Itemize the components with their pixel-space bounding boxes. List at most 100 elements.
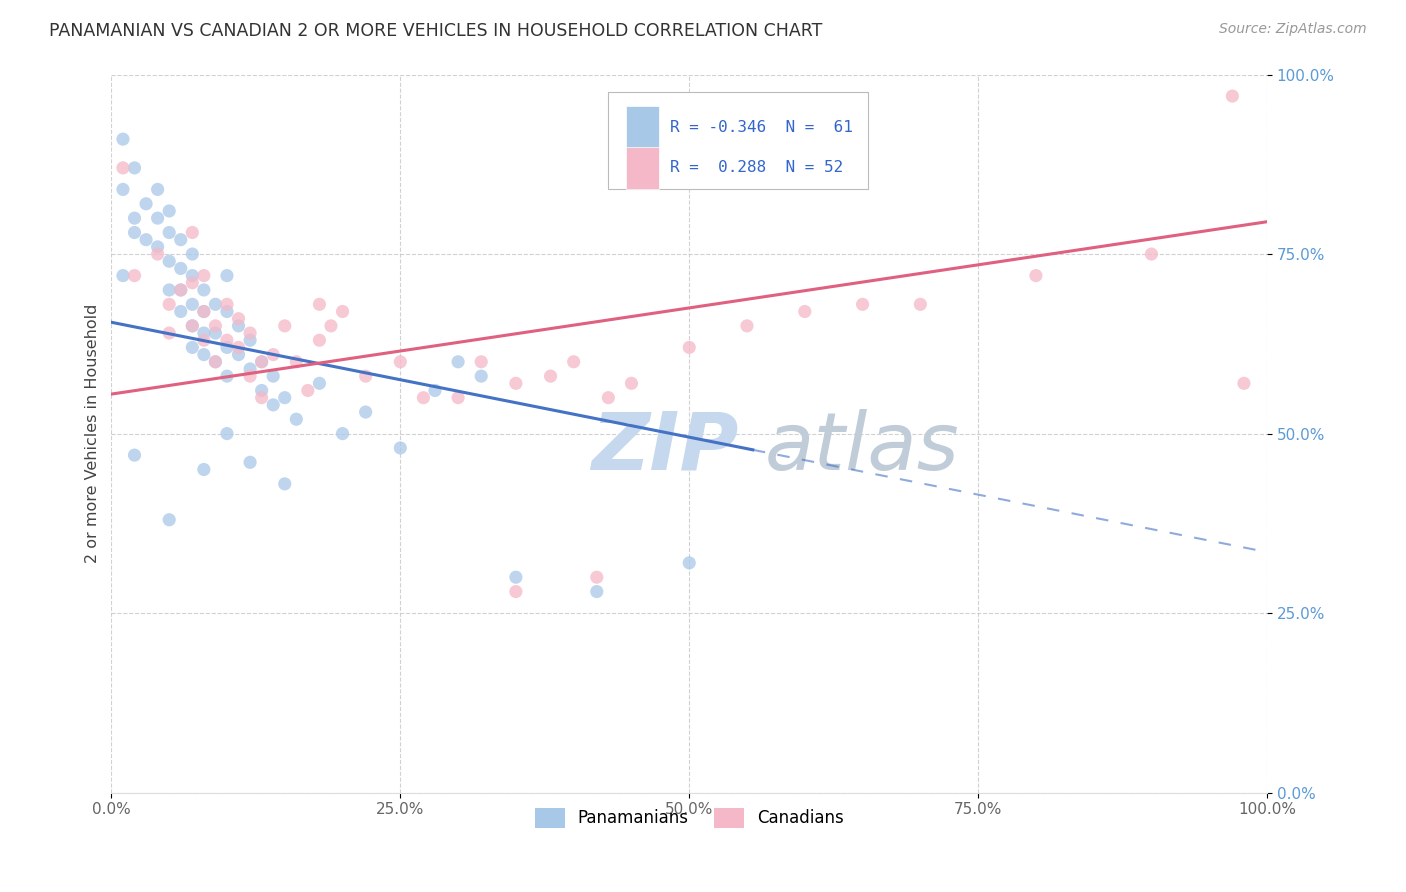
Point bbox=[262, 398, 284, 412]
Point bbox=[262, 348, 284, 362]
Point bbox=[505, 376, 527, 391]
Point bbox=[851, 297, 873, 311]
Point bbox=[793, 304, 815, 318]
Point bbox=[215, 268, 238, 283]
Point bbox=[447, 391, 470, 405]
Point bbox=[308, 297, 330, 311]
Point bbox=[124, 161, 146, 175]
Point bbox=[193, 268, 215, 283]
Point bbox=[308, 333, 330, 347]
Point bbox=[215, 369, 238, 384]
Point bbox=[124, 211, 146, 226]
Point bbox=[215, 297, 238, 311]
Point bbox=[389, 441, 412, 455]
Point bbox=[1025, 268, 1047, 283]
Point bbox=[598, 391, 620, 405]
Point bbox=[678, 340, 700, 354]
Point bbox=[193, 304, 215, 318]
Point bbox=[274, 476, 297, 491]
Point bbox=[239, 333, 262, 347]
Point bbox=[735, 318, 758, 333]
Point bbox=[193, 283, 215, 297]
Point bbox=[193, 462, 215, 476]
Point bbox=[181, 247, 204, 261]
Point bbox=[1140, 247, 1163, 261]
Point bbox=[505, 570, 527, 584]
Point bbox=[239, 326, 262, 340]
Point bbox=[146, 240, 169, 254]
Point bbox=[470, 355, 492, 369]
Point bbox=[215, 340, 238, 354]
Point bbox=[423, 384, 446, 398]
Point bbox=[146, 211, 169, 226]
Point bbox=[111, 182, 134, 196]
Point bbox=[111, 132, 134, 146]
Point bbox=[297, 384, 319, 398]
Point bbox=[540, 369, 562, 384]
Text: R =  0.288  N = 52: R = 0.288 N = 52 bbox=[669, 161, 842, 176]
Point bbox=[228, 311, 250, 326]
Point bbox=[157, 254, 180, 268]
Point bbox=[354, 405, 377, 419]
Point bbox=[181, 318, 204, 333]
Point bbox=[910, 297, 932, 311]
Point bbox=[124, 448, 146, 462]
Point bbox=[319, 318, 342, 333]
Point bbox=[274, 391, 297, 405]
Point bbox=[215, 304, 238, 318]
Point bbox=[124, 226, 146, 240]
Point bbox=[585, 570, 607, 584]
Point bbox=[204, 297, 226, 311]
Point bbox=[250, 384, 273, 398]
Point bbox=[181, 297, 204, 311]
Text: PANAMANIAN VS CANADIAN 2 OR MORE VEHICLES IN HOUSEHOLD CORRELATION CHART: PANAMANIAN VS CANADIAN 2 OR MORE VEHICLE… bbox=[49, 22, 823, 40]
Point bbox=[146, 182, 169, 196]
Point bbox=[239, 369, 262, 384]
Point bbox=[157, 226, 180, 240]
Point bbox=[170, 233, 193, 247]
Point bbox=[215, 333, 238, 347]
Point bbox=[285, 355, 308, 369]
Point bbox=[250, 355, 273, 369]
Point bbox=[678, 556, 700, 570]
Point bbox=[250, 355, 273, 369]
Point bbox=[239, 362, 262, 376]
Text: R = -0.346  N =  61: R = -0.346 N = 61 bbox=[669, 120, 852, 135]
Point bbox=[447, 355, 470, 369]
Point bbox=[332, 304, 354, 318]
Point bbox=[470, 369, 492, 384]
Point bbox=[157, 513, 180, 527]
Point bbox=[389, 355, 412, 369]
Point bbox=[181, 226, 204, 240]
Point bbox=[562, 355, 585, 369]
FancyBboxPatch shape bbox=[609, 93, 869, 189]
Text: Source: ZipAtlas.com: Source: ZipAtlas.com bbox=[1219, 22, 1367, 37]
Point bbox=[193, 333, 215, 347]
Point bbox=[157, 204, 180, 219]
Point bbox=[1222, 89, 1244, 103]
Point bbox=[412, 391, 434, 405]
Point bbox=[181, 340, 204, 354]
Point bbox=[285, 412, 308, 426]
Text: atlas: atlas bbox=[765, 409, 959, 487]
Point bbox=[170, 283, 193, 297]
Point bbox=[146, 247, 169, 261]
Point bbox=[193, 348, 215, 362]
Point bbox=[308, 376, 330, 391]
Point bbox=[181, 318, 204, 333]
Point bbox=[274, 318, 297, 333]
Point bbox=[354, 369, 377, 384]
Point bbox=[181, 268, 204, 283]
Point bbox=[505, 584, 527, 599]
Point bbox=[262, 369, 284, 384]
Point bbox=[204, 355, 226, 369]
Point bbox=[228, 348, 250, 362]
Point bbox=[157, 297, 180, 311]
Point bbox=[170, 283, 193, 297]
Point bbox=[204, 355, 226, 369]
Point bbox=[215, 426, 238, 441]
Point bbox=[135, 196, 157, 211]
FancyBboxPatch shape bbox=[626, 146, 659, 189]
Point bbox=[170, 261, 193, 276]
Point bbox=[204, 326, 226, 340]
